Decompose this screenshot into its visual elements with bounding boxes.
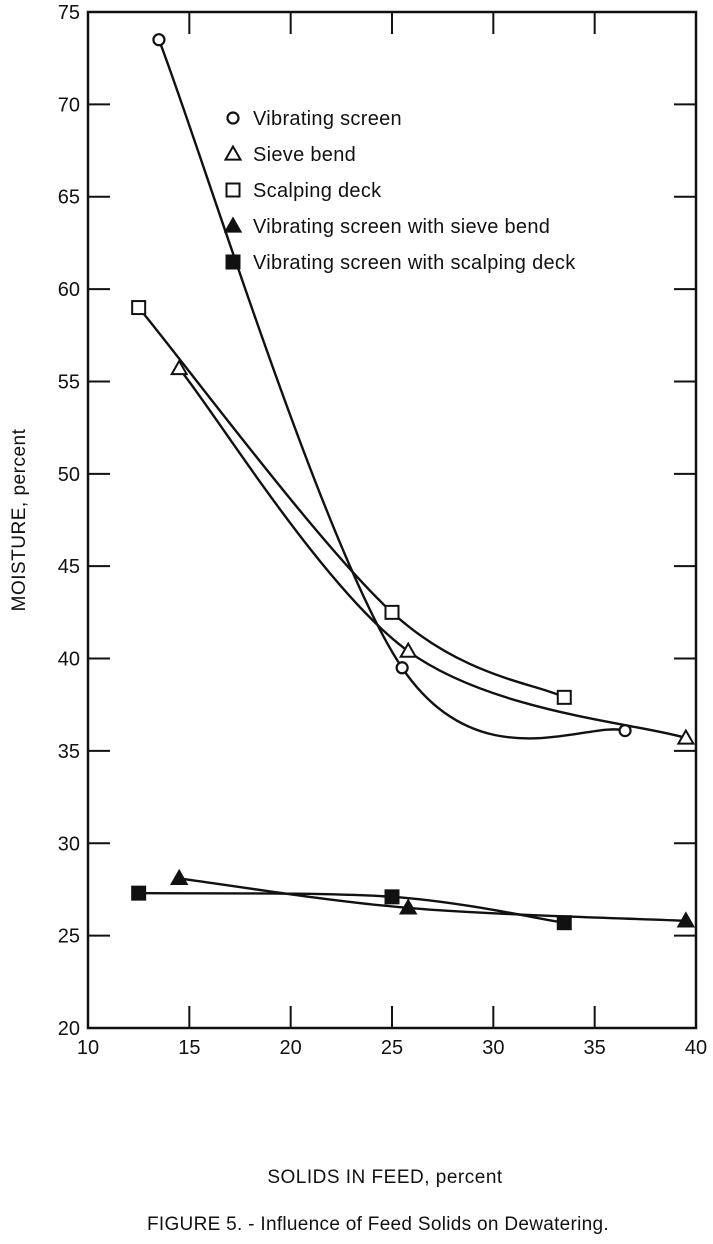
legend-marker-vibrating-screen-with-scalping-deck bbox=[225, 254, 241, 270]
x-tick-label: 35 bbox=[584, 1037, 606, 1059]
data-point-sieve-bend bbox=[398, 641, 418, 658]
data-point-scalping-deck bbox=[131, 300, 147, 316]
y-tick-label: 50 bbox=[58, 464, 80, 486]
series-line-vibrating-screen bbox=[157, 39, 626, 740]
data-point-vibrating-screen-with-sieve-bend bbox=[676, 911, 696, 928]
series-curves bbox=[137, 39, 687, 924]
data-point-sieve-bend bbox=[169, 359, 189, 376]
x-tick-label: 30 bbox=[482, 1037, 504, 1059]
axis-ticks: 20 25 30 35 40 45 50 55 60 65 70 75 10 15 20 25 30 35 40 bbox=[58, 2, 707, 1059]
x-tick-label: 10 bbox=[77, 1037, 99, 1059]
data-point-vibrating-screen bbox=[395, 661, 409, 675]
legend: Vibrating screen Sieve bend Scalping deck V… bbox=[223, 108, 576, 274]
series-line-scalping-deck bbox=[137, 306, 565, 699]
legend-label-vibrating-screen-with-scalping-deck: Vibrating screen with scalping deck bbox=[253, 252, 576, 274]
y-tick-label: 75 bbox=[58, 2, 80, 24]
data-point-vibrating-screen bbox=[618, 723, 632, 738]
y-tick-label: 45 bbox=[58, 556, 80, 578]
x-tick-label: 40 bbox=[685, 1037, 707, 1059]
data-point-scalping-deck bbox=[384, 604, 400, 620]
series-line-sieve-bend bbox=[178, 367, 687, 740]
x-tick-label: 20 bbox=[280, 1037, 302, 1059]
x-tick-label: 15 bbox=[178, 1037, 200, 1059]
data-point-vibrating-screen-with-sieve-bend bbox=[169, 868, 189, 885]
legend-marker-sieve-bend bbox=[223, 144, 243, 161]
legend-marker-scalping-deck bbox=[225, 182, 241, 198]
y-tick-label: 35 bbox=[58, 741, 80, 763]
y-tick-label: 55 bbox=[58, 371, 80, 393]
y-axis-title: MOISTURE, percent bbox=[9, 428, 30, 611]
y-tick-label: 20 bbox=[58, 1018, 80, 1040]
y-tick-label: 25 bbox=[58, 926, 80, 948]
data-point-sieve-bend bbox=[676, 728, 696, 745]
figure-caption: FIGURE 5. - Influence of Feed Solids on … bbox=[147, 1214, 609, 1235]
data-point-vibrating-screen-with-scalping-deck bbox=[556, 915, 572, 931]
y-tick-label: 70 bbox=[58, 94, 80, 116]
series-line-vibrating-screen-with-scalping-deck bbox=[138, 891, 565, 924]
data-point-vibrating-screen bbox=[152, 33, 166, 47]
legend-label-scalping-deck: Scalping deck bbox=[253, 180, 382, 202]
y-tick-label: 65 bbox=[58, 187, 80, 209]
legend-marker-vibrating-screen bbox=[226, 111, 240, 125]
data-point-scalping-deck bbox=[556, 689, 572, 705]
x-tick-label: 25 bbox=[381, 1037, 403, 1059]
legend-marker-vibrating-screen-with-sieve-bend bbox=[223, 216, 243, 233]
series-line-vibrating-screen-with-sieve-bend bbox=[179, 877, 686, 923]
series-markers bbox=[131, 33, 696, 931]
data-point-vibrating-screen-with-scalping-deck bbox=[131, 885, 147, 901]
legend-label-vibrating-screen: Vibrating screen bbox=[253, 108, 402, 130]
y-tick-label: 60 bbox=[58, 279, 80, 301]
data-point-vibrating-screen-with-scalping-deck bbox=[384, 889, 400, 905]
legend-label-sieve-bend: Sieve bend bbox=[253, 144, 356, 166]
y-tick-label: 30 bbox=[58, 833, 80, 855]
x-axis-title: SOLIDS IN FEED, percent bbox=[267, 1167, 503, 1188]
y-tick-label: 40 bbox=[58, 649, 80, 671]
legend-label-vibrating-screen-with-sieve-bend: Vibrating screen with sieve bend bbox=[253, 216, 550, 238]
data-point-vibrating-screen-with-sieve-bend bbox=[398, 898, 418, 915]
